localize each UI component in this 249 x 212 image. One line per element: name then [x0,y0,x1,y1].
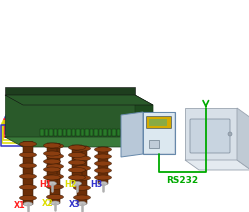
Bar [58,129,62,136]
Text: X3: X3 [69,200,81,209]
Ellipse shape [68,175,85,180]
Ellipse shape [44,151,61,156]
Ellipse shape [68,160,85,165]
Bar [125,129,129,136]
Ellipse shape [95,147,112,152]
Polygon shape [5,95,153,105]
Bar [54,129,57,136]
Ellipse shape [47,154,63,159]
Polygon shape [237,108,249,170]
Text: X2: X2 [42,199,54,208]
Text: RS232: RS232 [166,176,198,185]
Bar [130,129,133,136]
Ellipse shape [47,194,63,199]
Ellipse shape [73,185,90,190]
Ellipse shape [44,159,61,164]
Polygon shape [5,137,153,147]
Bar [89,129,93,136]
Bar [40,129,44,136]
Ellipse shape [95,161,112,166]
Ellipse shape [47,184,63,189]
Ellipse shape [48,181,57,186]
FancyBboxPatch shape [98,147,108,184]
Ellipse shape [95,154,112,159]
FancyBboxPatch shape [72,145,82,184]
Bar [62,129,66,136]
Bar [149,119,167,126]
Text: H3: H3 [90,180,102,189]
Text: X1: X1 [14,201,26,209]
Text: H1: H1 [39,180,51,189]
Ellipse shape [73,156,90,161]
Polygon shape [5,87,135,95]
Bar [143,112,175,154]
Ellipse shape [95,168,112,173]
Polygon shape [185,160,249,170]
Ellipse shape [68,145,85,150]
Ellipse shape [47,164,63,169]
FancyBboxPatch shape [50,144,60,204]
Ellipse shape [73,166,90,171]
Ellipse shape [68,167,85,173]
Polygon shape [5,95,135,137]
Polygon shape [135,95,153,147]
Ellipse shape [77,201,86,205]
Ellipse shape [95,175,112,180]
Bar [94,129,98,136]
Ellipse shape [47,174,63,179]
Ellipse shape [19,152,37,157]
Ellipse shape [44,175,61,180]
Bar [117,129,120,136]
Ellipse shape [72,181,81,186]
Ellipse shape [19,195,37,201]
Ellipse shape [19,163,37,168]
Ellipse shape [73,195,90,200]
Bar [112,129,116,136]
Polygon shape [185,108,237,160]
Ellipse shape [73,175,90,180]
Ellipse shape [23,202,33,206]
Bar [80,129,84,136]
Ellipse shape [47,144,63,148]
FancyBboxPatch shape [146,117,172,128]
Bar [49,129,53,136]
Bar [99,129,102,136]
Ellipse shape [19,141,37,146]
FancyBboxPatch shape [190,119,230,153]
Bar [144,113,174,153]
Ellipse shape [228,132,232,136]
Bar [149,140,159,148]
Ellipse shape [19,185,37,190]
Bar [108,129,111,136]
Ellipse shape [73,146,90,151]
Bar [71,129,75,136]
Bar [103,129,107,136]
Bar [85,129,88,136]
Bar [45,129,48,136]
FancyBboxPatch shape [47,143,57,184]
Ellipse shape [99,181,108,186]
Ellipse shape [68,152,85,158]
Ellipse shape [51,201,60,205]
Ellipse shape [44,143,61,148]
Bar [76,129,79,136]
Ellipse shape [44,167,61,172]
Text: H2: H2 [64,180,76,189]
Bar [67,129,70,136]
Ellipse shape [19,174,37,179]
Bar [134,129,138,136]
Polygon shape [121,112,143,157]
Bar [121,129,124,136]
FancyBboxPatch shape [77,146,87,204]
FancyBboxPatch shape [23,141,33,205]
